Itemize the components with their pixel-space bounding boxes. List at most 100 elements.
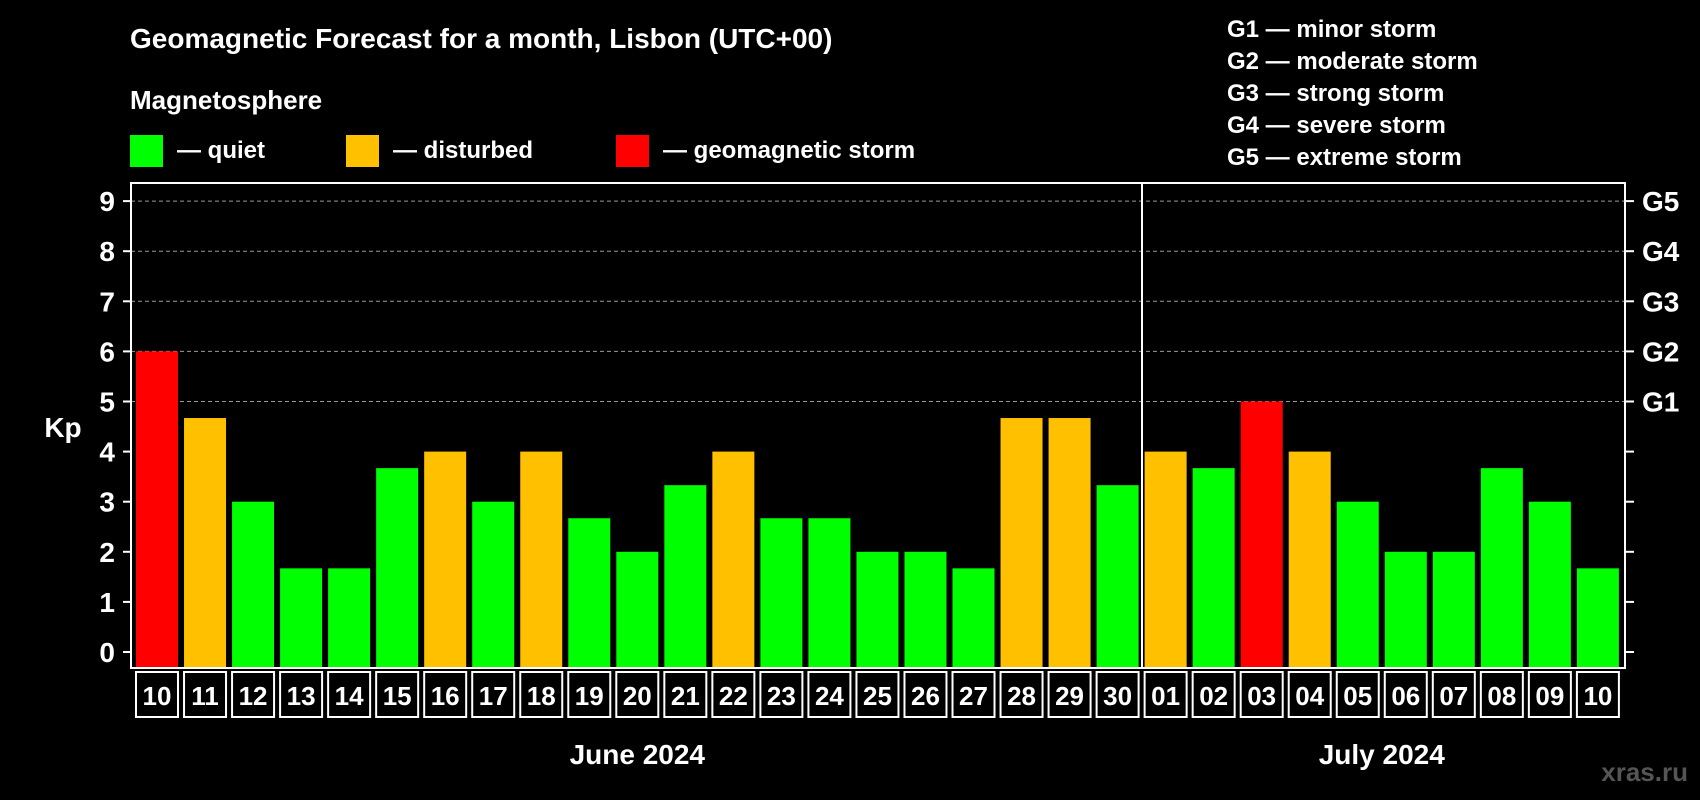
- day-label-24: 04: [1295, 681, 1324, 711]
- day-label-5: 15: [383, 681, 412, 711]
- day-label-6: 16: [431, 681, 460, 711]
- day-label-11: 21: [671, 681, 700, 711]
- day-label-9: 19: [575, 681, 604, 711]
- day-cell-13: [759, 671, 804, 718]
- day-cell-26: [1383, 671, 1428, 718]
- day-label-22: 02: [1199, 681, 1228, 711]
- day-cell-11: [663, 671, 708, 718]
- day-cell-0: [135, 671, 179, 718]
- day-cell-1: [183, 671, 228, 718]
- legend-label-disturbed: — disturbed: [393, 137, 533, 164]
- day-cell-12: [711, 671, 756, 718]
- y-axis-label: Kp: [44, 412, 81, 443]
- day-cell-17: [951, 671, 996, 718]
- y-tick-label-6: 6: [99, 336, 115, 367]
- right-axis-label-g5: G5: [1642, 186, 1679, 217]
- storm-level-g5: G5 — extreme storm: [1227, 144, 1462, 171]
- day-cell-6: [423, 671, 468, 718]
- day-label-10: 20: [623, 681, 652, 711]
- day-label-18: 28: [1007, 681, 1036, 711]
- day-label-20: 30: [1103, 681, 1132, 711]
- y-tick-label-2: 2: [99, 537, 115, 568]
- right-axis-ticks: G1 G2 G3 G4 G5: [1625, 186, 1680, 653]
- day-cell-18: [999, 671, 1044, 718]
- day-label-8: 18: [527, 681, 556, 711]
- day-cell-24: [1287, 671, 1332, 718]
- day-label-4: 14: [335, 681, 364, 711]
- day-cell-29: [1527, 671, 1572, 718]
- legend: — quiet — disturbed — geomagnetic storm: [130, 135, 915, 167]
- bar-storm-0: [136, 351, 178, 668]
- bar-quiet-22: [1192, 468, 1235, 668]
- right-axis-label-g1: G1: [1642, 387, 1679, 418]
- day-label-16: 26: [911, 681, 940, 711]
- bar-disturbed-1: [184, 418, 227, 668]
- y-tick-label-8: 8: [99, 236, 115, 267]
- bar-quiet-5: [376, 468, 419, 668]
- day-cell-16: [903, 671, 948, 718]
- bar-quiet-13: [760, 518, 803, 668]
- bar-quiet-3: [280, 568, 323, 668]
- bar-quiet-25: [1336, 501, 1379, 668]
- gridlines: [131, 200, 1625, 402]
- day-label-0: 10: [143, 681, 172, 711]
- x-axis-day-labels: 10 11 12 13 14 15 16 17 18 19 20 21 22 23 24 25 26 27 28 29…: [135, 671, 1620, 718]
- bar-disturbed-24: [1288, 451, 1331, 668]
- month-label-1: July 2024: [1319, 739, 1446, 770]
- bar-quiet-26: [1384, 551, 1427, 668]
- day-cell-15: [855, 671, 900, 718]
- day-label-7: 17: [479, 681, 508, 711]
- month-labels: June 2024 July 2024: [570, 739, 1446, 770]
- legend-swatch-storm: [616, 135, 649, 167]
- bar-storm-23: [1240, 401, 1283, 668]
- day-cell-21: [1143, 671, 1188, 718]
- day-cell-30: [1575, 671, 1620, 718]
- day-cell-8: [519, 671, 564, 718]
- bar-quiet-14: [808, 518, 851, 668]
- storm-level-key: G1 — minor storm G2 — moderate storm G3 …: [1227, 16, 1478, 171]
- day-label-29: 09: [1535, 681, 1564, 711]
- y-tick-label-4: 4: [99, 437, 115, 468]
- y-tick-label-5: 5: [99, 387, 115, 418]
- y-tick-label-1: 1: [99, 587, 115, 618]
- day-cell-20: [1095, 671, 1140, 718]
- bar-quiet-27: [1432, 551, 1475, 668]
- day-cell-22: [1191, 671, 1236, 718]
- right-axis-label-g2: G2: [1642, 336, 1679, 367]
- day-label-28: 08: [1487, 681, 1516, 711]
- bar-quiet-16: [904, 551, 947, 668]
- storm-level-g3: G3 — strong storm: [1227, 80, 1444, 107]
- bar-quiet-2: [232, 501, 275, 668]
- bar-disturbed-18: [1000, 418, 1043, 668]
- y-tick-label-7: 7: [99, 286, 115, 317]
- legend-label-storm: — geomagnetic storm: [663, 137, 915, 164]
- bar-quiet-10: [616, 551, 659, 668]
- day-label-3: 13: [287, 681, 316, 711]
- bar-quiet-28: [1480, 468, 1523, 668]
- day-label-23: 03: [1247, 681, 1276, 711]
- bar-disturbed-21: [1144, 451, 1187, 668]
- legend-heading: Magnetosphere: [130, 85, 322, 115]
- day-label-25: 05: [1343, 681, 1372, 711]
- day-cell-4: [327, 671, 372, 718]
- bar-disturbed-6: [424, 451, 467, 668]
- day-label-17: 27: [959, 681, 988, 711]
- day-cell-3: [279, 671, 324, 718]
- storm-level-g4: G4 — severe storm: [1227, 112, 1446, 139]
- day-label-12: 22: [719, 681, 748, 711]
- day-label-21: 01: [1151, 681, 1180, 711]
- bar-quiet-7: [472, 501, 515, 668]
- day-cell-5: [375, 671, 420, 718]
- storm-level-g2: G2 — moderate storm: [1227, 48, 1478, 75]
- right-axis-label-g3: G3: [1642, 286, 1679, 317]
- bar-disturbed-19: [1048, 418, 1091, 668]
- day-label-14: 24: [815, 681, 844, 711]
- day-label-2: 12: [239, 681, 268, 711]
- day-cell-23: [1239, 671, 1284, 718]
- y-tick-label-3: 3: [99, 487, 115, 518]
- bar-disturbed-12: [712, 451, 755, 668]
- day-cell-14: [807, 671, 852, 718]
- day-label-19: 29: [1055, 681, 1084, 711]
- day-cell-2: [231, 671, 276, 718]
